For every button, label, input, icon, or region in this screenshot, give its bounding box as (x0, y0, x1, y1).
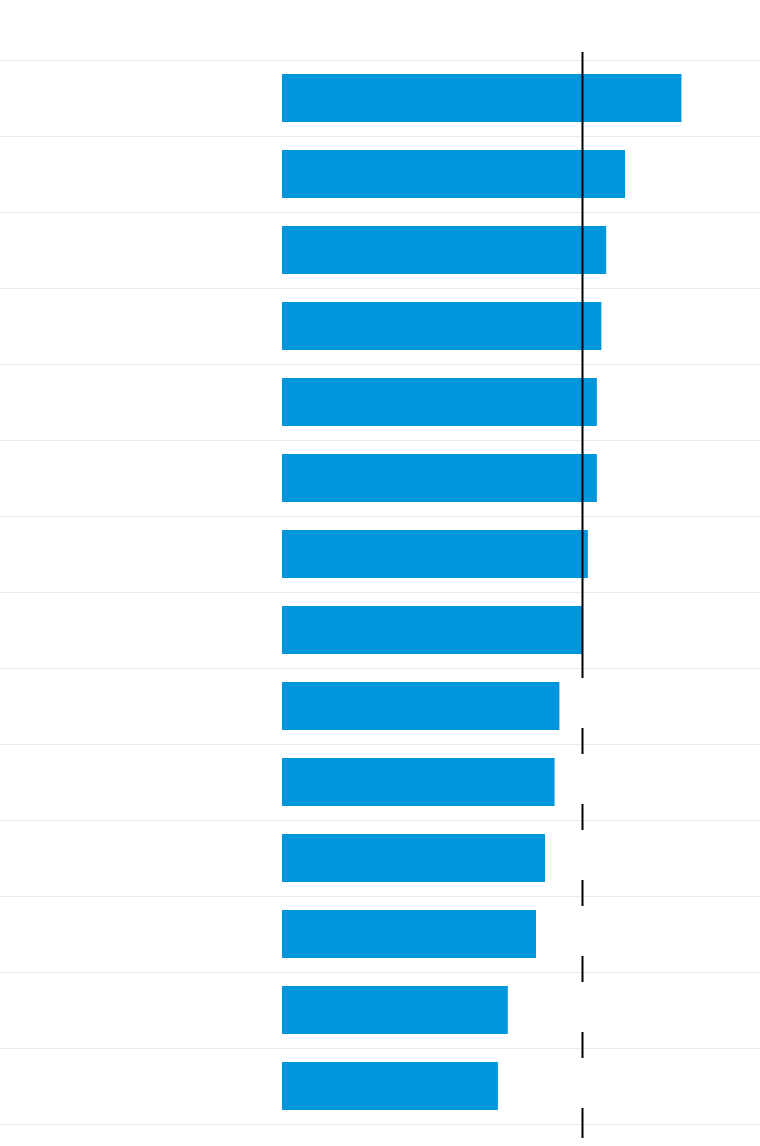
bar (282, 150, 626, 198)
bar (282, 986, 508, 1034)
bars (282, 74, 682, 1110)
bar (282, 378, 597, 426)
bar (282, 302, 602, 350)
bar (282, 606, 582, 654)
bar (282, 834, 545, 882)
bar (282, 226, 607, 274)
bar (282, 454, 597, 502)
bar (282, 910, 536, 958)
bar (282, 758, 555, 806)
bar (282, 1062, 498, 1110)
bar (282, 74, 682, 122)
bar (282, 682, 560, 730)
bar (282, 530, 588, 578)
gridlines (0, 60, 760, 1125)
